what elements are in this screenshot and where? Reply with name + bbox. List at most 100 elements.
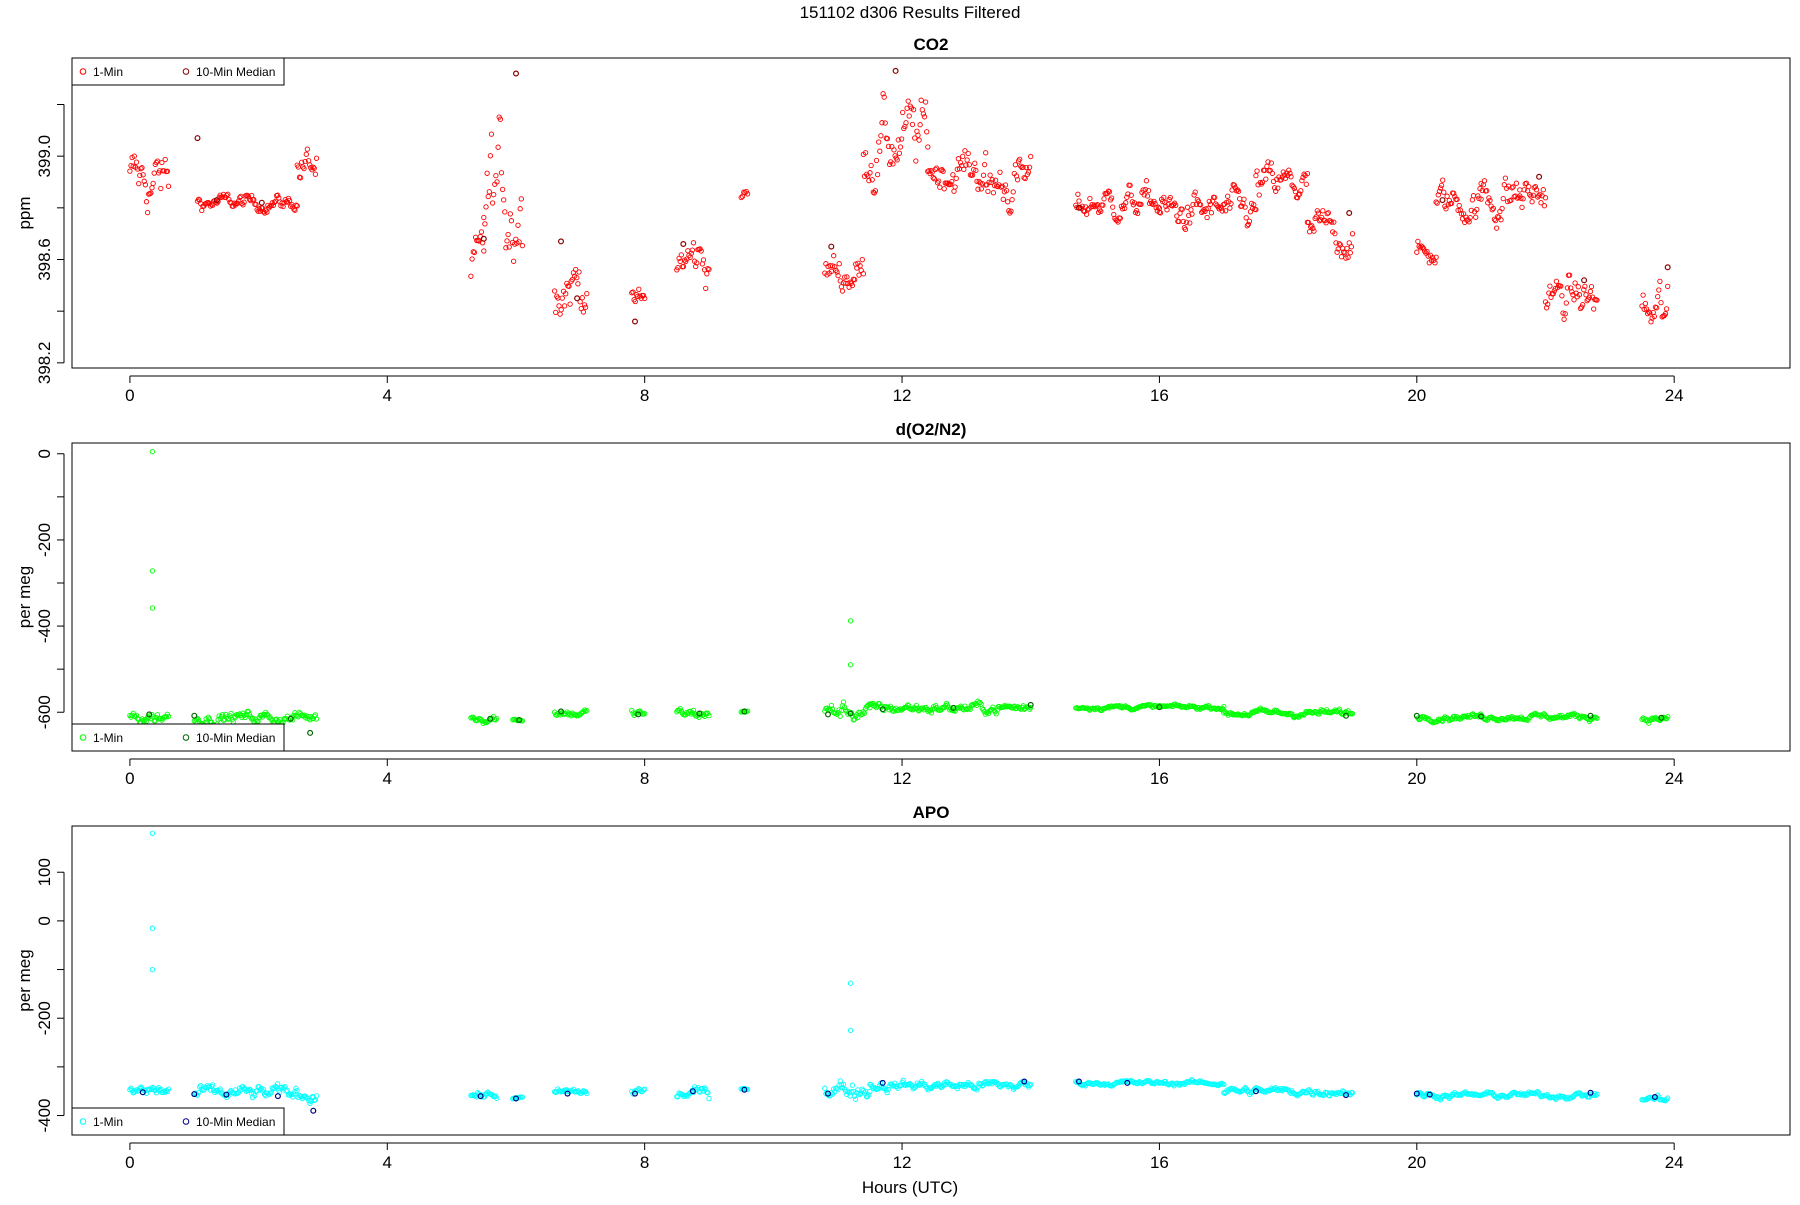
point-1min xyxy=(580,309,587,315)
panel-title: CO2 xyxy=(914,35,949,54)
point-1min xyxy=(1476,195,1482,202)
point-1min xyxy=(576,269,582,275)
point-1min xyxy=(1288,174,1294,180)
point-1min xyxy=(1265,159,1271,165)
point-1min xyxy=(948,181,954,187)
point-1min xyxy=(164,168,171,174)
point-1min xyxy=(1492,217,1499,224)
y-tick-label: 100 xyxy=(35,858,54,886)
point-1min xyxy=(1414,249,1420,255)
point-1min xyxy=(872,1085,878,1092)
point-1min xyxy=(1190,201,1196,208)
point-1min xyxy=(822,1085,828,1091)
point-10min-median xyxy=(1581,277,1588,284)
point-1min xyxy=(237,194,243,201)
point-1min xyxy=(481,214,487,221)
point-1min xyxy=(493,172,499,179)
point-1min xyxy=(510,258,517,264)
point-1min xyxy=(504,238,510,244)
point-1min xyxy=(1594,1091,1600,1097)
point-1min xyxy=(198,1082,204,1089)
point-1min xyxy=(640,292,647,299)
point-1min xyxy=(1530,192,1536,198)
point-1min xyxy=(1648,319,1654,325)
point-1min xyxy=(1487,197,1493,204)
point-1min xyxy=(1145,187,1152,194)
point-1min xyxy=(1580,302,1586,308)
point-1min xyxy=(833,710,839,716)
point-1min xyxy=(1264,163,1270,170)
point-1min xyxy=(133,712,140,719)
point-1min xyxy=(704,271,710,277)
point-1min xyxy=(138,165,144,172)
x-tick-label: 20 xyxy=(1407,386,1426,405)
point-1min xyxy=(1028,1081,1034,1088)
point-1min xyxy=(1640,292,1646,298)
point-1min xyxy=(885,143,892,150)
point-1min xyxy=(900,109,906,116)
point-1min xyxy=(1473,214,1479,220)
point-1min xyxy=(1651,313,1657,320)
point-1min xyxy=(312,171,319,177)
point-1min xyxy=(1545,301,1551,307)
point-1min xyxy=(506,244,512,250)
point-1min xyxy=(1242,204,1248,210)
point-1min xyxy=(486,189,492,195)
legend-marker-10min-median xyxy=(182,1118,190,1125)
point-1min xyxy=(1227,205,1233,211)
x-tick-label: 8 xyxy=(640,769,649,788)
point-1min xyxy=(629,707,635,714)
point-1min xyxy=(703,285,709,292)
point-1min xyxy=(1271,185,1278,191)
point-1min xyxy=(271,199,278,205)
point-1min xyxy=(1576,292,1583,298)
point-1min xyxy=(1141,192,1147,198)
point-1min xyxy=(866,1092,872,1098)
point-1min xyxy=(214,1087,220,1093)
point-1min xyxy=(1179,206,1185,212)
point-1min xyxy=(976,1080,982,1086)
point-1min xyxy=(219,711,226,718)
x-tick-label: 24 xyxy=(1665,1153,1684,1172)
point-1min xyxy=(998,184,1004,190)
point-1min xyxy=(1550,291,1556,297)
point-1min xyxy=(1422,715,1429,722)
point-1min xyxy=(153,1090,160,1096)
point-1min xyxy=(1665,1095,1671,1101)
x-tick-label: 4 xyxy=(383,386,392,405)
point-10min-median xyxy=(1252,1088,1259,1095)
point-1min xyxy=(981,161,988,168)
point-1min xyxy=(835,272,841,279)
point-1min xyxy=(270,202,277,208)
point-1min xyxy=(245,193,252,200)
figure-title: 151102 d306 Results Filtered xyxy=(800,3,1021,22)
y-tick-label: 0 xyxy=(35,449,54,458)
point-10min-median xyxy=(191,712,198,719)
point-1min xyxy=(997,169,1003,175)
legend-marker-10min-median xyxy=(182,68,190,75)
point-1min xyxy=(1342,250,1348,256)
point-1min xyxy=(1191,192,1197,198)
point-10min-median xyxy=(194,135,201,142)
point-1min xyxy=(856,1090,862,1097)
point-1min xyxy=(883,1087,889,1093)
point-10min-median xyxy=(741,708,748,715)
point-1min xyxy=(137,172,143,179)
point-1min xyxy=(1338,254,1345,260)
point-1min xyxy=(577,299,583,305)
point-1min xyxy=(632,298,638,305)
point-1min xyxy=(897,144,904,150)
point-1min xyxy=(1222,208,1229,214)
point-1min xyxy=(1582,283,1588,290)
point-1min xyxy=(485,193,491,200)
point-1min-outlier xyxy=(149,830,156,836)
point-1min xyxy=(1573,290,1579,296)
point-1min xyxy=(469,256,475,262)
point-1min xyxy=(877,148,883,154)
point-10min-median xyxy=(1536,173,1543,180)
point-10min-median xyxy=(480,235,487,242)
point-1min xyxy=(556,303,562,309)
point-1min xyxy=(1510,184,1516,190)
point-1min xyxy=(1655,293,1661,300)
point-1min xyxy=(1468,207,1474,214)
